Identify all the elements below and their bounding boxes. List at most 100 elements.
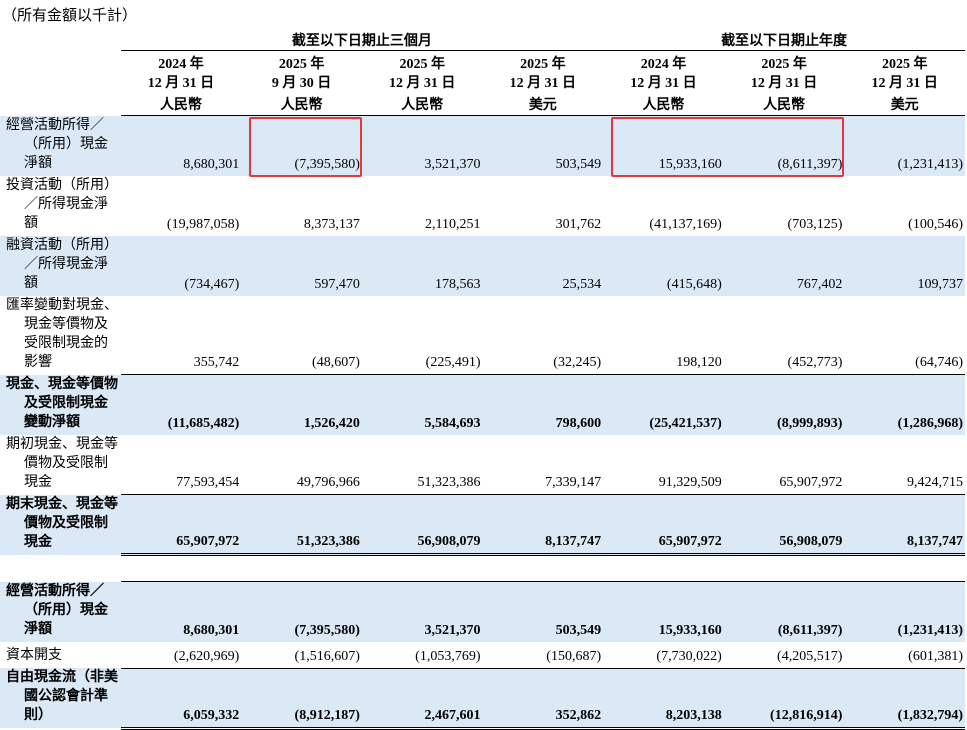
value: 301,762 bbox=[555, 216, 602, 232]
row-label: 融資活動（所用）／所得現金淨額 bbox=[0, 235, 121, 296]
date: 12 月 31 日 bbox=[509, 76, 577, 91]
row-label: 匯率變動對現金、現金等價物及受限制現金的影響 bbox=[6, 297, 118, 370]
currency: 美元 bbox=[844, 93, 965, 116]
value: (1,516,607) bbox=[294, 648, 360, 664]
date: 12 月 31 日 bbox=[871, 76, 938, 91]
value: 77,593,454 bbox=[176, 475, 240, 490]
value: (7,395,580) bbox=[241, 115, 362, 176]
cash-flow-table: 截至以下日期止三個月 截至以下日期止年度 2024 年 12 月 31 日 2025 年… bbox=[0, 30, 965, 730]
currency: 人民幣 bbox=[361, 93, 483, 116]
value: 767,402 bbox=[723, 235, 845, 296]
value: 503,549 bbox=[482, 581, 604, 642]
currency: 美元 bbox=[482, 93, 604, 116]
column-date: 2024 年 12 月 31 日 bbox=[121, 51, 242, 94]
row-label: 資本開支 bbox=[6, 648, 62, 663]
date: 9 月 30 日 bbox=[271, 76, 332, 91]
value: 8,137,747 bbox=[844, 494, 965, 556]
group-label: 截至以下日期止年度 bbox=[603, 30, 965, 51]
column-date: 2025 年 12 月 31 日 bbox=[844, 51, 965, 94]
value: 65,907,972 bbox=[120, 494, 242, 556]
value: (2,620,969) bbox=[173, 648, 240, 664]
value: (64,746) bbox=[915, 355, 963, 370]
page: （所有金額以千計） 截至以下日期止三個月 截至以下日期止年度 2024 年 12 月 … bbox=[0, 8, 965, 730]
spacer bbox=[0, 555, 965, 582]
value: (32,245) bbox=[553, 355, 602, 370]
value: (11,685,482) bbox=[120, 374, 242, 435]
date: 12 月 31 日 bbox=[147, 76, 215, 91]
year: 2025 年 bbox=[761, 57, 807, 72]
row: 經營活動所得／（所用）現金淨額 8,680,301 (7,395,580) 3,521… bbox=[0, 581, 965, 642]
row: 自由現金流（非美國公認會計準則） 6,059,332 (8,912,187) 2,46… bbox=[0, 667, 965, 730]
column-date: 2025 年 12 月 31 日 bbox=[362, 51, 483, 94]
value: 597,470 bbox=[241, 235, 362, 296]
column-date: 2024 年 12 月 31 日 bbox=[603, 51, 724, 94]
blank bbox=[0, 93, 121, 116]
value: (8,999,893) bbox=[723, 374, 845, 435]
row-label: 經營活動所得／（所用）現金淨額 bbox=[0, 115, 121, 176]
year: 2025 年 bbox=[881, 57, 928, 72]
value: 15,933,160 bbox=[603, 581, 724, 642]
date: 12 月 31 日 bbox=[630, 76, 697, 91]
value: 352,862 bbox=[482, 667, 604, 730]
row-label: 期末現金、現金等價物及受限制現金 bbox=[0, 494, 121, 555]
value: (100,546) bbox=[908, 216, 963, 232]
year: 2025 年 bbox=[520, 57, 566, 72]
value: 51,323,386 bbox=[417, 475, 481, 490]
value: (703,125) bbox=[787, 216, 843, 232]
currency-row: 人民幣 人民幣 人民幣 美元 人民幣 人民幣 美元 bbox=[0, 93, 965, 116]
value: 5,584,693 bbox=[361, 374, 483, 435]
currency: 人民幣 bbox=[723, 93, 845, 116]
row: 投資活動（所用）／所得現金淨額 (19,987,058) 8,373,137 2,11… bbox=[0, 176, 965, 236]
value: (1,231,413) bbox=[844, 115, 965, 176]
value: (19,987,058) bbox=[166, 216, 240, 232]
value: (225,491) bbox=[425, 355, 481, 370]
group-header-row: 截至以下日期止三個月 截至以下日期止年度 bbox=[0, 30, 965, 51]
value: (452,773) bbox=[787, 355, 843, 370]
value: (1,832,794) bbox=[844, 667, 965, 730]
year: 2024 年 bbox=[640, 57, 687, 72]
value: 355,742 bbox=[193, 355, 240, 370]
value: (8,912,187) bbox=[241, 667, 362, 730]
value: (150,687) bbox=[546, 648, 602, 664]
value: (601,381) bbox=[908, 648, 963, 664]
row: 期末現金、現金等價物及受限制現金 65,907,972 51,323,386 56,9… bbox=[0, 494, 965, 556]
value: (734,467) bbox=[120, 235, 242, 296]
row-label: 現金、現金等價物及受限制現金變動淨額 bbox=[0, 374, 121, 435]
value: 6,059,332 bbox=[120, 667, 242, 730]
value: (415,648) bbox=[603, 235, 724, 296]
value: 56,908,079 bbox=[361, 494, 483, 556]
value: 8,680,301 bbox=[120, 115, 242, 176]
value: (7,730,022) bbox=[656, 648, 722, 664]
value: 1,526,420 bbox=[241, 374, 362, 435]
value: 198,120 bbox=[676, 355, 722, 370]
value: (12,816,914) bbox=[723, 667, 845, 730]
value: 2,110,251 bbox=[425, 216, 481, 232]
value: 65,907,972 bbox=[603, 494, 724, 556]
value: 3,521,370 bbox=[361, 581, 483, 642]
year: 2025 年 bbox=[399, 57, 445, 72]
value: (48,607) bbox=[312, 355, 360, 370]
column-date: 2025 年 12 月 31 日 bbox=[483, 51, 604, 94]
value: 56,908,079 bbox=[723, 494, 845, 556]
value: 798,600 bbox=[482, 374, 604, 435]
value: 178,563 bbox=[361, 235, 483, 296]
value: 15,933,160 bbox=[603, 115, 724, 176]
value: 51,323,386 bbox=[241, 494, 362, 556]
date: 12 月 31 日 bbox=[750, 76, 818, 91]
date-header-row: 2024 年 12 月 31 日 2025 年 9 月 30 日 2025 年 12 月 … bbox=[0, 51, 965, 94]
blank bbox=[0, 51, 121, 94]
note: （所有金額以千計） bbox=[2, 8, 138, 24]
value: (1,286,968) bbox=[844, 374, 965, 435]
group-label: 截至以下日期止三個月 bbox=[120, 30, 604, 51]
value: (41,137,169) bbox=[649, 216, 722, 232]
value: 3,521,370 bbox=[361, 115, 483, 176]
value: (1,053,769) bbox=[415, 648, 481, 664]
value: 91,329,509 bbox=[658, 475, 722, 490]
row-label: 投資活動（所用）／所得現金淨額 bbox=[6, 177, 118, 231]
value: (25,421,537) bbox=[603, 374, 724, 435]
value: 8,680,301 bbox=[120, 581, 242, 642]
row-label: 期初現金、現金等價物及受限制現金 bbox=[6, 436, 118, 490]
blank bbox=[0, 30, 121, 51]
value: (8,611,397) bbox=[723, 581, 845, 642]
value: 8,373,137 bbox=[303, 216, 360, 232]
